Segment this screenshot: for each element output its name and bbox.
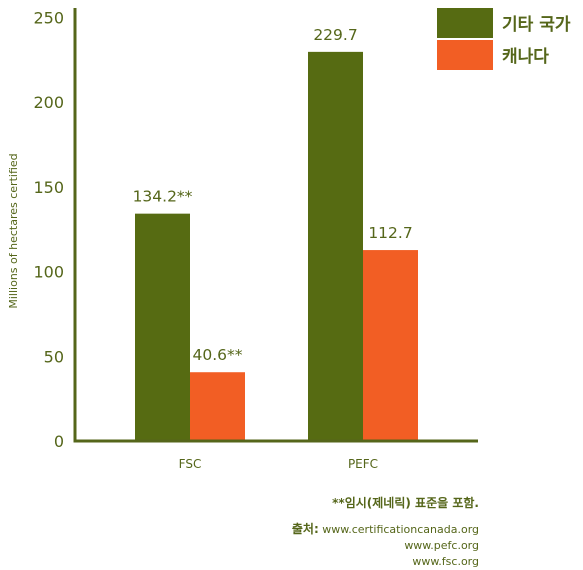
y-tick-label-150: 150 xyxy=(33,178,64,197)
data-label-fsc-series-1: 134.2** xyxy=(133,188,193,206)
y-tick-label-200: 200 xyxy=(33,93,64,112)
bar-fsc-series-1 xyxy=(135,213,190,441)
x-category-label-fsc: FSC xyxy=(179,457,202,471)
sources-block: 출처: www.certificationcanada.org www.pefc… xyxy=(292,521,479,570)
bar-fsc-series-2 xyxy=(190,372,245,441)
data-label-pefc-series-1: 229.7 xyxy=(313,26,357,44)
source-link-pefc: www.pefc.org xyxy=(404,539,479,552)
bar-pefc-series-1 xyxy=(308,51,363,441)
y-tick-label-50: 50 xyxy=(44,347,64,366)
y-axis-label: Millions of hectares certified xyxy=(7,153,20,308)
bar-pefc-series-2 xyxy=(363,250,418,441)
y-tick-label-250: 250 xyxy=(33,8,64,27)
data-label-fsc-series-2: 40.6** xyxy=(192,346,242,364)
source-link-fsc: www.fsc.org xyxy=(412,555,479,568)
source-link-certificationcanada: www.certificationcanada.org xyxy=(322,523,479,536)
legend-label-series-1: 기타 국가 xyxy=(502,15,571,35)
legend-swatch-series-2 xyxy=(437,40,493,70)
legend-label-series-2: 캐나다 xyxy=(502,47,549,67)
data-label-pefc-series-2: 112.7 xyxy=(368,224,412,242)
footnote: **임시(제네릭) 표준을 포함. xyxy=(332,496,479,510)
sources-label: 출처: xyxy=(291,522,319,536)
y-tick-label-100: 100 xyxy=(33,263,64,282)
y-tick-label-0: 0 xyxy=(54,432,64,451)
legend-swatch-series-1 xyxy=(437,8,493,38)
x-category-label-pefc: PEFC xyxy=(348,457,378,471)
